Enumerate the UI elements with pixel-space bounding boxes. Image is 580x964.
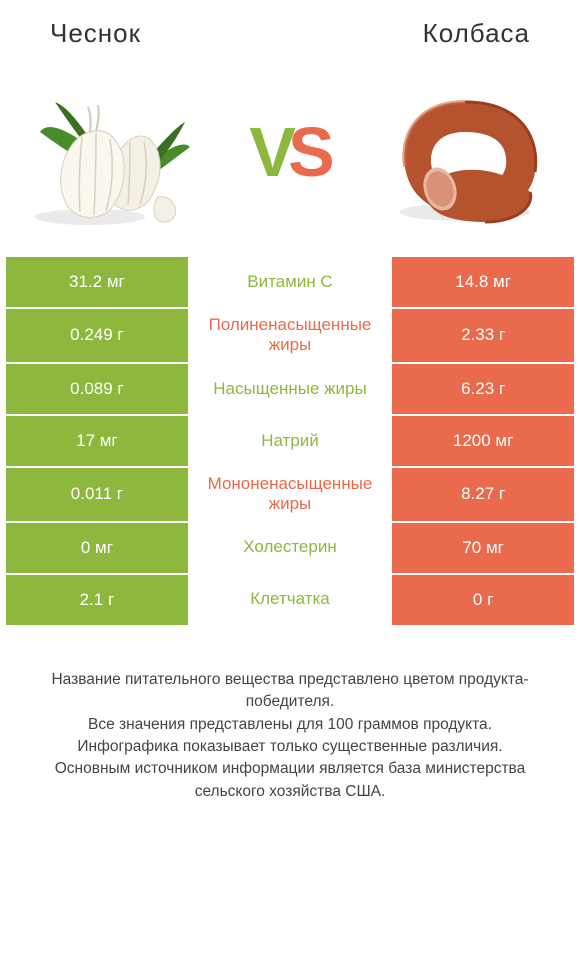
cell-right: 0 г [392, 575, 574, 625]
table-row: 0.249 гПолиненасыщенные жиры2.33 г [6, 309, 574, 364]
cell-nutrient: Натрий [188, 416, 392, 466]
title-left: Чеснок [50, 18, 141, 49]
sausage-image [380, 77, 550, 227]
footer-line-2: Все значения представлены для 100 граммо… [20, 714, 560, 736]
footer-line-3: Инфографика показывает только существенн… [20, 736, 560, 758]
cell-right: 2.33 г [392, 309, 574, 362]
cell-nutrient: Холестерин [188, 523, 392, 573]
cell-left: 0.011 г [6, 468, 188, 521]
cell-nutrient: Мононенасыщенные жиры [188, 468, 392, 521]
cell-left: 2.1 г [6, 575, 188, 625]
footer-line-4: Основным источником информации является … [20, 758, 560, 803]
cell-nutrient: Полиненасыщенные жиры [188, 309, 392, 362]
cell-right: 6.23 г [392, 364, 574, 414]
cell-left: 17 мг [6, 416, 188, 466]
table-row: 0.089 гНасыщенные жиры6.23 г [6, 364, 574, 416]
title-right: Колбаса [423, 18, 530, 49]
cell-left: 0.249 г [6, 309, 188, 362]
comparison-table: 31.2 мгВитамин C14.8 мг0.249 гПолиненасы… [0, 257, 580, 627]
cell-right: 70 мг [392, 523, 574, 573]
table-row: 17 мгНатрий1200 мг [6, 416, 574, 468]
cell-nutrient: Насыщенные жиры [188, 364, 392, 414]
cell-right: 1200 мг [392, 416, 574, 466]
garlic-image [30, 77, 200, 227]
cell-left: 31.2 мг [6, 257, 188, 307]
cell-left: 0 мг [6, 523, 188, 573]
cell-nutrient: Витамин C [188, 257, 392, 307]
hero: VS [0, 49, 580, 257]
footer-line-1: Название питательного вещества представл… [20, 669, 560, 714]
table-row: 31.2 мгВитамин C14.8 мг [6, 257, 574, 309]
table-row: 0.011 гМононенасыщенные жиры8.27 г [6, 468, 574, 523]
vs-v: V [249, 112, 292, 192]
table-row: 0 мгХолестерин70 мг [6, 523, 574, 575]
cell-right: 14.8 мг [392, 257, 574, 307]
cell-nutrient: Клетчатка [188, 575, 392, 625]
table-row: 2.1 гКлетчатка0 г [6, 575, 574, 627]
cell-right: 8.27 г [392, 468, 574, 521]
vs-label: VS [249, 112, 330, 192]
header: Чеснок Колбаса [0, 0, 580, 49]
vs-s: S [288, 112, 331, 192]
cell-left: 0.089 г [6, 364, 188, 414]
footer-notes: Название питательного вещества представл… [0, 627, 580, 804]
